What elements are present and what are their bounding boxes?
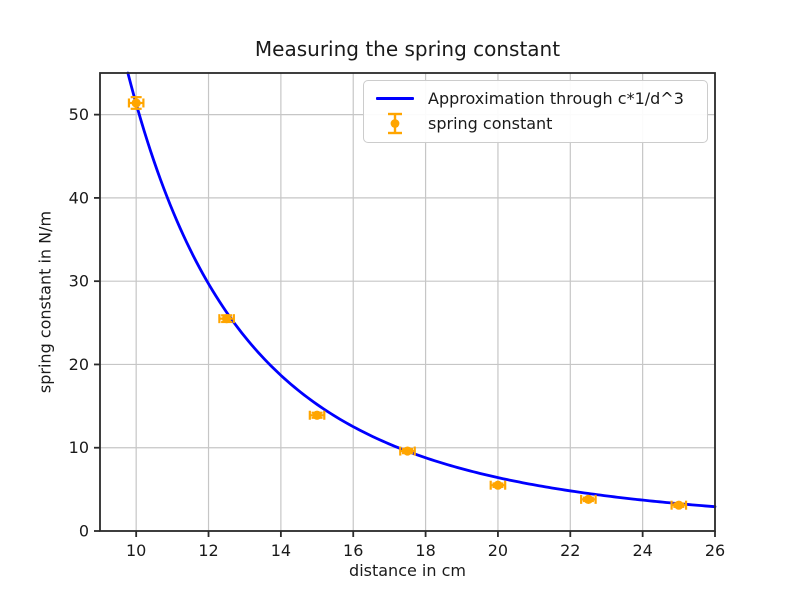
data-point — [670, 500, 688, 510]
y-tick-label: 20 — [69, 355, 89, 374]
data-point — [218, 314, 235, 324]
legend-label-spring-constant: spring constant — [428, 114, 553, 133]
errorbar-marker-icon — [376, 111, 414, 136]
data-point — [308, 410, 326, 420]
data-point — [127, 96, 145, 110]
plot-border — [99, 72, 716, 532]
legend-item-fit-line: Approximation through c*1/d^3 — [376, 86, 697, 111]
legend: Approximation through c*1/d^3 spring con… — [363, 80, 708, 143]
x-tick-label: 18 — [415, 541, 435, 560]
x-tick-label: 24 — [632, 541, 652, 560]
x-tick-label: 20 — [488, 541, 508, 560]
y-tick-label: 30 — [69, 272, 89, 291]
legend-label-fit: Approximation through c*1/d^3 — [428, 89, 684, 108]
x-tick-label: 16 — [343, 541, 363, 560]
y-axis-label: spring constant in N/m — [35, 210, 55, 394]
fit-line-sample — [376, 96, 414, 101]
y-tick-label: 10 — [69, 438, 89, 457]
y-tick-label: 50 — [69, 105, 89, 124]
chart-title: Measuring the spring constant — [254, 37, 561, 61]
data-point — [399, 446, 416, 456]
x-tick-label: 22 — [560, 541, 580, 560]
x-tick-label: 26 — [705, 541, 725, 560]
x-tick-label: 14 — [271, 541, 291, 560]
fit-curve — [126, 71, 717, 509]
x-tick-label: 12 — [198, 541, 218, 560]
x-tick-label: 10 — [126, 541, 146, 560]
data-point — [580, 494, 597, 504]
legend-item-spring-constant: spring constant — [376, 111, 697, 136]
y-tick-label: 40 — [69, 188, 89, 207]
y-tick-label: 0 — [79, 522, 89, 541]
data-point — [489, 480, 507, 490]
x-axis-label: distance in cm — [349, 561, 466, 580]
